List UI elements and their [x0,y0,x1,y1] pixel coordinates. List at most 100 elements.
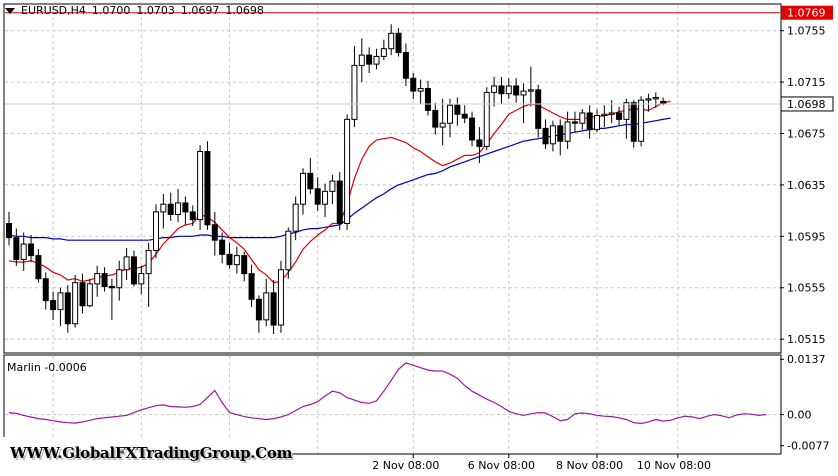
candle-body [277,269,284,326]
candle [483,87,490,151]
candle-body [101,273,108,287]
candle-body [447,104,453,124]
candle-body [72,282,79,325]
candle-body [513,85,520,96]
candle [50,291,57,320]
candle-body [623,102,630,120]
candle [535,84,542,138]
candle [300,168,306,215]
candle-body [336,180,343,224]
candle [322,183,329,218]
candle [417,79,424,104]
candle [601,105,608,128]
candle-body [388,32,395,50]
candle [219,232,226,264]
oscillator: 0.0137 0.00 -0.0077 [5,353,829,453]
candle-body [380,48,387,57]
candle [579,109,586,130]
candle-body [123,256,130,271]
candle [6,211,12,246]
candle-body [594,115,600,131]
candlesticks [6,24,667,335]
current-price-badge [780,96,834,112]
candle-body [520,90,527,96]
candle-body [483,91,490,147]
price-tick-label: 1.0755 [787,25,826,38]
candle-body [175,202,182,215]
candle [86,278,93,308]
candle-body [432,109,439,128]
candle-body [248,273,255,300]
candle [57,287,64,327]
candle [138,265,145,295]
candle [13,228,20,266]
candle [130,250,137,287]
candle-body [28,243,35,257]
candle-body [263,292,270,321]
horizontal-level: 1.0769 1.0698 [5,5,834,112]
price-tick-label: 1.0675 [787,128,826,141]
candle [64,285,71,333]
osc-tick-label: -0.0077 [787,440,829,453]
candle [20,232,27,272]
candle-body [94,273,101,285]
candle-body [42,278,49,302]
ohlc-close: 1.0698 [225,4,264,17]
candle [652,92,659,108]
candle-body [498,85,505,95]
candle [248,264,255,308]
candle [123,247,130,281]
candle [395,28,402,57]
candle [439,98,446,146]
candle-body [50,300,57,311]
candle-body [417,88,424,92]
candle-body [79,282,86,307]
candle-body [153,211,159,251]
candle-body [608,112,615,115]
candle-body [204,151,211,226]
collapse-triangle-icon[interactable] [5,8,15,14]
candle [461,105,468,124]
ohlc-open: 1.0700 [91,4,131,17]
candle [336,172,343,230]
candle-body [307,172,314,190]
candle [498,76,505,104]
candle [160,193,167,229]
current-price-label: 1.0698 [787,98,826,111]
candle-body [630,102,637,142]
candle-body [167,203,174,215]
candle [432,102,439,135]
candle [226,242,233,269]
candle-body [57,292,64,311]
candle-body [410,77,417,92]
candle-body [564,121,571,142]
candle [513,78,520,103]
candle [351,46,358,128]
candle [28,235,35,263]
candle-body [226,253,233,266]
candle-body [373,55,380,65]
candle-body [322,190,329,205]
candle [424,80,431,116]
candle-body [35,255,42,280]
candle [270,280,277,335]
candle-body [366,54,373,65]
candle-body [638,99,645,142]
candle-body [108,285,115,289]
candle-body [6,222,12,239]
candle-body [211,224,218,241]
candle-body [557,125,564,142]
candle [211,211,218,256]
candle [285,227,292,279]
candle-body [454,104,461,115]
candle [564,111,571,149]
candle-body [542,127,549,145]
candle-body [461,113,468,119]
candle-body [549,125,556,145]
candle-body [616,112,623,120]
candle [233,246,240,274]
watermark-text: WWW.GlobalFXTradingGroup.Com [10,444,293,462]
candle [586,105,593,139]
candle [307,157,314,194]
